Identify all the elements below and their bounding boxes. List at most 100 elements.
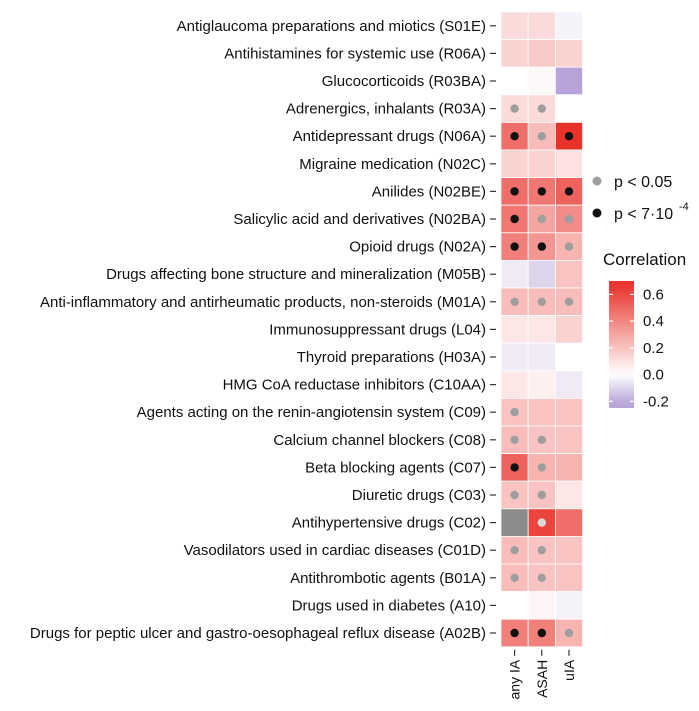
heatmap-cell (527, 342, 556, 372)
row-label: Glucocorticoids (R03BA) (322, 73, 486, 90)
row-label: Immunosuppressant drugs (L04) (269, 321, 486, 338)
heatmap-cell (555, 342, 584, 372)
significance-dot-p05 (564, 242, 574, 251)
significance-dot-p7 (564, 132, 574, 141)
significance-dot-p7 (510, 132, 519, 141)
row-label: Antihistamines for systemic use (R06A) (224, 45, 486, 62)
significance-dot-p7 (510, 463, 519, 472)
row-label: Anilides (N02BE) (372, 183, 486, 200)
row-label: Antithrombotic agents (B01A) (290, 570, 486, 587)
heatmap-cell (555, 453, 584, 482)
colorbar-tick-label: 0.6 (643, 286, 664, 303)
row-label: Thyroid preparations (H03A) (297, 349, 486, 366)
significance-dot-p05 (537, 435, 546, 444)
row-label: Anti-inflammatory and antirheumatic prod… (40, 294, 486, 311)
row-label: Calcium channel blockers (C08) (273, 432, 486, 449)
heatmap-cell (527, 66, 556, 96)
heatmap-cell (555, 508, 584, 537)
heatmap-cell (527, 315, 556, 344)
legend-label-p7: p < 7·10 (614, 206, 673, 223)
heatmap-cell (500, 370, 529, 399)
heatmap-cell (500, 618, 529, 648)
heatmap-cell (555, 149, 584, 179)
heatmap-cell (555, 94, 584, 123)
significance-dot-p7 (537, 628, 546, 638)
row-label: Opioid drugs (N02A) (349, 239, 486, 256)
heatmap-cell (500, 11, 529, 41)
significance-dot-p7 (510, 214, 519, 224)
heatmap-cell (555, 563, 584, 593)
significance-dot-p7 (510, 242, 519, 251)
row-label: Vasodilators used in cardiac diseases (C… (184, 542, 486, 559)
significance-dot-p05 (537, 518, 546, 527)
legend-dot-p05 (592, 176, 602, 186)
significance-dot-p05 (564, 628, 574, 638)
significance-dot-p05 (510, 546, 519, 555)
heatmap-cell (555, 66, 584, 96)
significance-dot-p05 (510, 297, 519, 306)
colorbar-title: Correlation (603, 250, 686, 269)
row-label: Migraine medication (N02C) (299, 156, 486, 173)
row-label: Drugs used in diabetes (A10) (292, 597, 486, 614)
heatmap-cell (527, 397, 556, 427)
heatmap-cell (500, 591, 529, 620)
column-label: uIA (561, 659, 577, 681)
row-label: Drugs for peptic ulcer and gastro-oesoph… (30, 625, 486, 642)
heatmap-cell (500, 259, 529, 289)
heatmap-cell (500, 342, 529, 372)
heatmap-cell (527, 370, 556, 399)
heatmap-cell (555, 480, 584, 510)
heatmap-cell (527, 11, 556, 41)
column-label: ASAH (534, 660, 550, 698)
row-label: Drugs affecting bone structure and miner… (106, 266, 486, 283)
heatmap-cell (500, 66, 529, 96)
significance-dot-p05 (564, 297, 574, 306)
legend-label-p7-exponent: -4 (679, 201, 689, 213)
colorbar-tick-label: 0.4 (643, 313, 664, 330)
column-label: any IA (507, 659, 523, 699)
heatmap-cell (555, 315, 584, 344)
significance-dot-p7 (537, 242, 546, 251)
significance-dot-p05 (537, 214, 546, 224)
heatmap-cell (527, 149, 556, 179)
heatmap-cell (500, 453, 529, 482)
heatmap-cell (527, 591, 556, 620)
significance-dot-p7 (564, 187, 574, 196)
heatmap-cell (555, 11, 584, 41)
legend-label-p05: p < 0.05 (614, 174, 672, 191)
colorbar-tick-label: 0.0 (643, 367, 664, 384)
heatmap-cell (555, 39, 584, 68)
significance-dot-p05 (510, 104, 519, 113)
significance-dot-p05 (537, 132, 546, 141)
row-label: Diuretic drugs (C03) (352, 487, 486, 504)
significance-dot-p7 (510, 187, 519, 196)
row-label: Adrenergics, inhalants (R03A) (286, 101, 486, 118)
heatmap-cell (527, 259, 556, 289)
heatmap-cell (555, 425, 584, 455)
significance-dot-p05 (510, 408, 519, 417)
significance-dot-p05 (510, 490, 519, 500)
row-label: HMG CoA reductase inhibitors (C10AA) (223, 377, 486, 394)
heatmap-cell (500, 149, 529, 179)
significance-dot-p05 (537, 490, 546, 500)
legend-dot-p7 (592, 208, 602, 218)
heatmap-cell (527, 39, 556, 68)
heatmap-cell (555, 370, 584, 399)
colorbar-tick-label: -0.2 (643, 393, 669, 410)
row-label: Beta blocking agents (C07) (305, 459, 486, 476)
heatmap-cell (555, 287, 584, 317)
row-label: Antihypertensive drugs (C02) (292, 515, 486, 532)
significance-dot-p05 (564, 214, 574, 224)
heatmap-cell (500, 39, 529, 68)
heatmap-cell (500, 315, 529, 344)
heatmap-cell (500, 508, 529, 537)
heatmap-cell (555, 536, 584, 565)
row-label: Antidepressant drugs (N06A) (293, 128, 486, 145)
significance-dot-p05 (537, 104, 546, 113)
heatmap-cell (555, 259, 584, 289)
heatmap-cell (555, 591, 584, 620)
colorbar-tick-label: 0.2 (643, 340, 664, 357)
significance-dot-p05 (537, 573, 546, 582)
row-label: Agents acting on the renin-angiotensin s… (137, 404, 486, 421)
